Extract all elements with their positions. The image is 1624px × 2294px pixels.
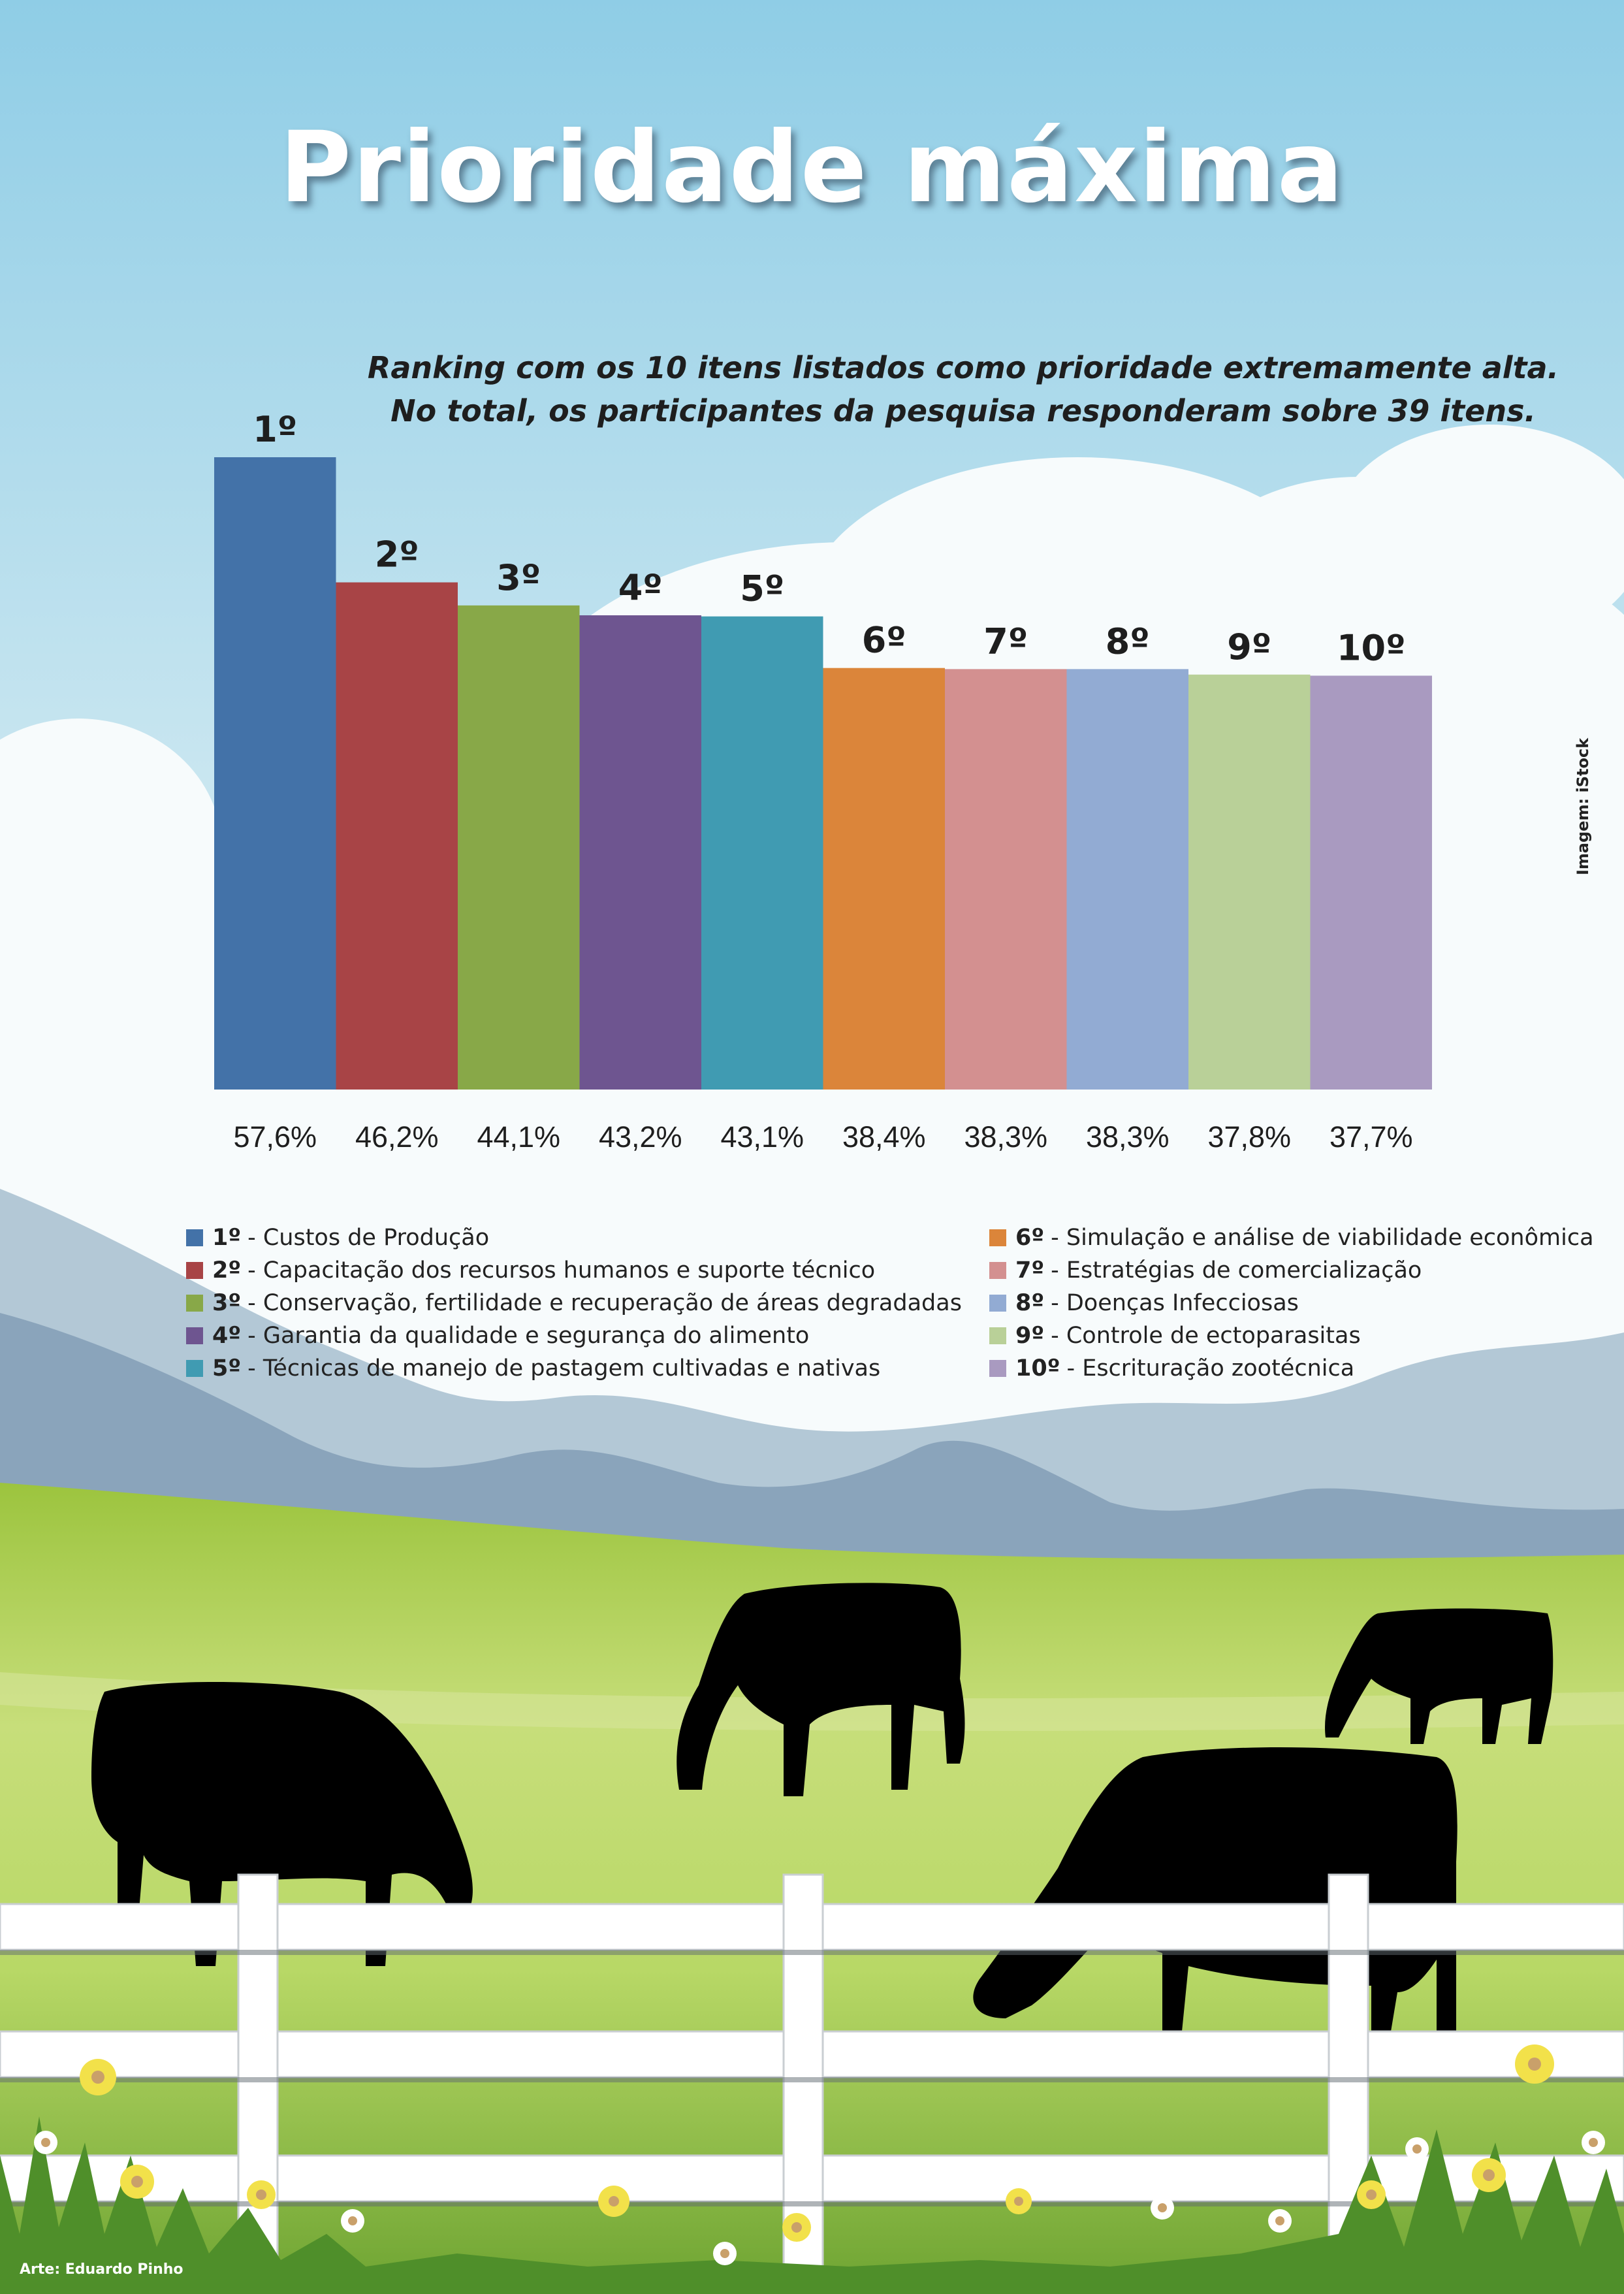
value-label-4: 43,2% bbox=[599, 1120, 682, 1154]
legend-rank: 6º bbox=[1015, 1225, 1045, 1251]
legend-rank: 4º bbox=[212, 1323, 242, 1349]
legend-swatch bbox=[186, 1262, 203, 1279]
legend-label: - Garantia da qualidade e segurança do a… bbox=[247, 1323, 810, 1349]
bar-7 bbox=[945, 669, 1067, 1090]
legend-label: - Escrituração zootécnica bbox=[1066, 1355, 1355, 1381]
legend-rank: 2º bbox=[212, 1257, 242, 1284]
foreground-grass bbox=[0, 2116, 1624, 2294]
legend-rank: 3º bbox=[212, 1290, 242, 1316]
rank-label-3: 3º bbox=[496, 557, 541, 598]
legend-rank: 1º bbox=[212, 1225, 242, 1251]
legend-label: - Estratégias de comercialização bbox=[1051, 1257, 1422, 1284]
legend-rank: 9º bbox=[1015, 1323, 1045, 1349]
legend-label: - Capacitação dos recursos humanos e sup… bbox=[247, 1257, 876, 1284]
legend-rank: 7º bbox=[1015, 1257, 1045, 1284]
chart-subtitle: Ranking com os 10 itens listados como pr… bbox=[366, 346, 1561, 432]
value-label-10: 37,7% bbox=[1329, 1120, 1413, 1154]
bar-1 bbox=[214, 457, 336, 1090]
value-label-9: 37,8% bbox=[1207, 1120, 1291, 1154]
bar-4 bbox=[579, 615, 701, 1090]
value-label-3: 44,1% bbox=[477, 1120, 560, 1154]
subtitle-line-2: No total, os participantes da pesquisa r… bbox=[390, 393, 1536, 428]
value-label-2: 46,2% bbox=[355, 1120, 439, 1154]
legend-swatch bbox=[186, 1327, 203, 1344]
legend-swatch bbox=[989, 1360, 1006, 1377]
legend-label: - Simulação e análise de viabilidade eco… bbox=[1051, 1225, 1594, 1251]
image-credit: Imagem: iStock bbox=[1574, 737, 1592, 875]
legend-item-10: 10º - Escrituração zootécnica bbox=[989, 1352, 1594, 1385]
bar-9 bbox=[1188, 674, 1311, 1090]
legend-swatch bbox=[989, 1229, 1006, 1246]
rank-label-5: 5º bbox=[740, 568, 784, 609]
rank-label-6: 6º bbox=[862, 620, 906, 661]
legend-rank: 10º bbox=[1015, 1355, 1060, 1381]
rank-label-10: 10º bbox=[1337, 627, 1406, 668]
page-title: Prioridade máxima bbox=[279, 111, 1345, 225]
legend-rank: 5º bbox=[212, 1355, 242, 1381]
rank-label-1: 1º bbox=[253, 409, 297, 450]
rank-label-2: 2º bbox=[375, 534, 419, 575]
legend-item-2: 2º - Capacitação dos recursos humanos e s… bbox=[186, 1254, 962, 1287]
legend-label: - Doenças Infecciosas bbox=[1051, 1290, 1299, 1316]
bar-10 bbox=[1310, 675, 1432, 1090]
rank-label-8: 8º bbox=[1106, 621, 1150, 662]
legend-swatch bbox=[989, 1327, 1006, 1344]
legend-right: 6º - Simulação e análise de viabilidade e… bbox=[989, 1221, 1594, 1385]
legend-swatch bbox=[186, 1295, 203, 1312]
value-label-8: 38,3% bbox=[1086, 1120, 1170, 1154]
bar-5 bbox=[701, 616, 823, 1090]
fence bbox=[0, 1873, 1624, 2294]
subtitle-line-1: Ranking com os 10 itens listados como pr… bbox=[367, 350, 1559, 385]
rank-label-4: 4º bbox=[618, 567, 663, 608]
legend-item-1: 1º - Custos de Produção bbox=[186, 1221, 962, 1254]
rank-label-9: 9º bbox=[1227, 626, 1271, 668]
art-credit: Arte: Eduardo Pinho bbox=[20, 2261, 183, 2278]
legend-item-7: 7º - Estratégias de comercialização bbox=[989, 1254, 1594, 1287]
legend-label: - Controle de ectoparasitas bbox=[1051, 1323, 1361, 1349]
legend-swatch bbox=[989, 1295, 1006, 1312]
legend-label: - Técnicas de manejo de pastagem cultiva… bbox=[247, 1355, 881, 1381]
value-label-1: 57,6% bbox=[233, 1120, 317, 1154]
bar-chart: 1º 57,6% 2º 46,2% 3º 44,1% 4º 43,2% 5º 43,1% 6º 38,… bbox=[214, 409, 1432, 1154]
bar-6 bbox=[823, 668, 945, 1090]
legend-swatch bbox=[989, 1262, 1006, 1279]
legend-item-9: 9º - Controle de ectoparasitas bbox=[989, 1319, 1594, 1352]
legend-swatch bbox=[186, 1360, 203, 1377]
bar-2 bbox=[336, 582, 458, 1090]
legend-item-6: 6º - Simulação e análise de viabilidade e… bbox=[989, 1221, 1594, 1254]
legend-item-4: 4º - Garantia da qualidade e segurança do… bbox=[186, 1319, 962, 1352]
legend-rank: 8º bbox=[1015, 1290, 1045, 1316]
flowers bbox=[34, 2044, 1605, 2265]
value-label-5: 43,1% bbox=[720, 1120, 804, 1154]
legend-label: - Custos de Produção bbox=[247, 1225, 490, 1251]
legend-swatch bbox=[186, 1229, 203, 1246]
rank-label-7: 7º bbox=[983, 621, 1028, 662]
legend-item-5: 5º - Técnicas de manejo de pastagem culti… bbox=[186, 1352, 962, 1385]
value-label-7: 38,3% bbox=[964, 1120, 1047, 1154]
legend-label: - Conservação, fertilidade e recuperação… bbox=[247, 1290, 962, 1316]
legend-item-3: 3º - Conservação, fertilidade e recuperaç… bbox=[186, 1287, 962, 1319]
value-label-6: 38,4% bbox=[842, 1120, 926, 1154]
bar-8 bbox=[1066, 669, 1188, 1090]
bar-3 bbox=[458, 605, 580, 1090]
legend-item-8: 8º - Doenças Infecciosas bbox=[989, 1287, 1594, 1319]
legend-left: 1º - Custos de Produção 2º - Capacitação do… bbox=[186, 1221, 962, 1385]
